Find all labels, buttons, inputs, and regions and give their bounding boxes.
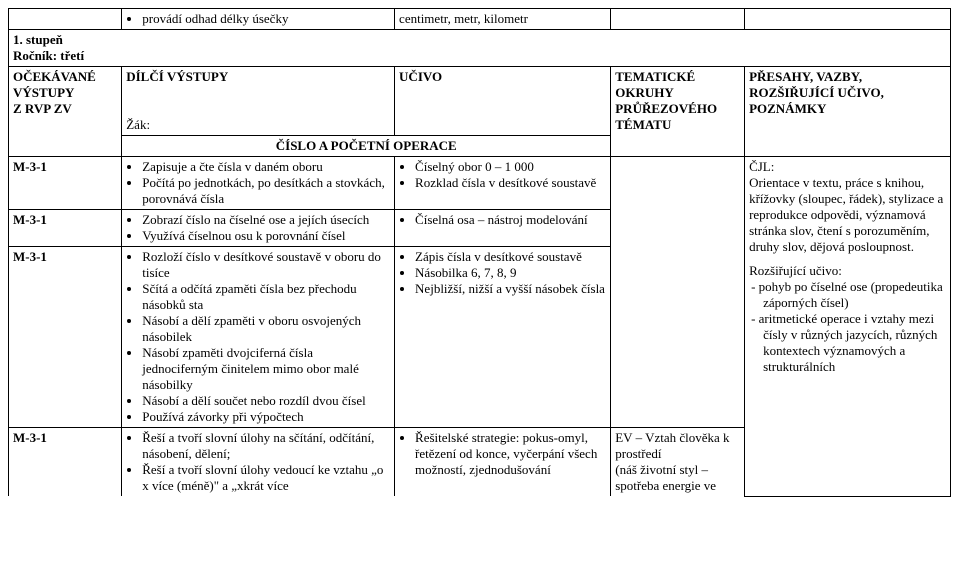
d2-4: Násobí a dělí součet nebo rozdíl dvou čí…: [142, 393, 390, 409]
intro-row: 1. stupeň Ročník: třetí: [9, 30, 951, 67]
d1-0: Zobrazí číslo na číselné ose a jejích ús…: [142, 212, 390, 228]
curriculum-table: provádí odhad délky úsečky centimetr, me…: [8, 8, 951, 497]
code-1: M-3-1: [9, 210, 122, 247]
t3-0: EV – Vztah člověka k prostředí: [615, 430, 729, 461]
top-row: provádí odhad délky úsečky centimetr, me…: [9, 9, 951, 30]
dilci-1: Zobrazí číslo na číselné ose a jejích ús…: [122, 210, 395, 247]
dilci-3: Řeší a tvoří slovní úlohy na sčítání, od…: [122, 428, 395, 497]
sh4: [745, 136, 951, 157]
hdr4c: POZNÁMKY: [749, 101, 826, 116]
hdr-col3: TEMATICKÉ OKRUHY PRŮŘEZOVÉHO TÉMATU: [611, 67, 745, 136]
top-blank3: [611, 9, 745, 30]
hdr2a: UČIVO: [399, 69, 442, 84]
d2-2: Násobí a dělí zpaměti v oboru osvojených…: [142, 313, 390, 345]
u0-0: Číselný obor 0 – 1 000: [415, 159, 606, 175]
u3-0: Řešitelské strategie: pokus-omyl, řetěze…: [415, 430, 606, 478]
d0-1: Počítá po jednotkách, po desítkách a sto…: [142, 175, 390, 207]
hdr4b: ROZŠIŘUJÍCÍ UČIVO,: [749, 85, 884, 100]
hdr-col4: PŘESAHY, VAZBY, ROZŠIŘUJÍCÍ UČIVO, POZNÁ…: [745, 67, 951, 136]
ucivo-2: Zápis čísla v desítkové soustavě Násobil…: [395, 247, 611, 428]
hdr1a: DÍLČÍ VÝSTUPY: [126, 69, 228, 84]
d0-0: Zapisuje a čte čísla v daném oboru: [142, 159, 390, 175]
section-header-row: ČÍSLO A POČETNÍ OPERACE: [9, 136, 951, 157]
code-2: M-3-1: [9, 247, 122, 428]
hdr0a: OČEKÁVANÉ: [13, 69, 96, 84]
sh0: [9, 136, 122, 157]
roz0: pohyb po číselné ose (propedeutika zápor…: [763, 279, 946, 311]
d3-1: Řeší a tvoří slovní úlohy vedoucí ke vzt…: [142, 462, 390, 494]
intro-cell: 1. stupeň Ročník: třetí: [9, 30, 951, 67]
top-bullet: provádí odhad délky úsečky: [142, 11, 390, 27]
d2-3: Násobí zpaměti dvojciferná čísla jednoci…: [142, 345, 390, 393]
hdr0c: Z RVP ZV: [13, 101, 72, 116]
u1-0: Číselná osa – nástroj modelování: [415, 212, 606, 228]
u2-0: Zápis čísla v desítkové soustavě: [415, 249, 606, 265]
cjl-label: ČJL:: [749, 159, 774, 174]
hdr4a: PŘESAHY, VAZBY,: [749, 69, 862, 84]
u2-1: Násobilka 6, 7, 8, 9: [415, 265, 606, 281]
sh3: [611, 136, 745, 157]
hdr0b: VÝSTUPY: [13, 85, 74, 100]
u2-2: Nejbližší, nižší a vyšší násobek čísla: [415, 281, 606, 297]
roz-label: Rozšiřující učivo:: [749, 263, 842, 278]
hdr3c: PRŮŘEZOVÉHO: [615, 101, 717, 116]
ucivo-0: Číselný obor 0 – 1 000 Rozklad čísla v d…: [395, 157, 611, 210]
hdr3b: OKRUHY: [615, 85, 674, 100]
top-measure: centimetr, metr, kilometr: [395, 9, 611, 30]
section-header: ČÍSLO A POČETNÍ OPERACE: [122, 136, 611, 157]
hdr3d: TÉMATU: [615, 117, 671, 132]
u0-1: Rozklad čísla v desítkové soustavě: [415, 175, 606, 191]
tema-3: EV – Vztah člověka k prostředí (náš živo…: [611, 428, 745, 497]
hdr3a: TEMATICKÉ: [615, 69, 695, 84]
header-row: OČEKÁVANÉ VÝSTUPY Z RVP ZV DÍLČÍ VÝSTUPY…: [9, 67, 951, 136]
intro-line2: Ročník: třetí: [13, 48, 84, 63]
dilci-2: Rozloží číslo v desítkové soustavě v obo…: [122, 247, 395, 428]
body-row-0: M-3-1 Zapisuje a čte čísla v daném oboru…: [9, 157, 951, 210]
right-merged: ČJL: Orientace v textu, práce s knihou, …: [745, 157, 951, 497]
code-0: M-3-1: [9, 157, 122, 210]
code-3: M-3-1: [9, 428, 122, 497]
ucivo-1: Číselná osa – nástroj modelování: [395, 210, 611, 247]
tema-merged: [611, 157, 745, 428]
hdr-col2: UČIVO: [395, 67, 611, 136]
d2-1: Sčítá a odčítá zpaměti čísla bez přechod…: [142, 281, 390, 313]
ucivo-3: Řešitelské strategie: pokus-omyl, řetěze…: [395, 428, 611, 497]
d2-0: Rozloží číslo v desítkové soustavě v obo…: [142, 249, 390, 281]
intro-line1: 1. stupeň: [13, 32, 63, 47]
top-bullet-cell: provádí odhad délky úsečky: [122, 9, 395, 30]
d1-1: Využívá číselnou osu k porovnání čísel: [142, 228, 390, 244]
top-blank: [9, 9, 122, 30]
cjl-text: Orientace v textu, práce s knihou, křížo…: [749, 175, 943, 254]
hdr1b: Žák:: [126, 117, 150, 132]
roz1: aritmetické operace i vztahy mezi čísly …: [763, 311, 946, 375]
hdr-col1: DÍLČÍ VÝSTUPY Žák:: [122, 67, 395, 136]
d2-5: Používá závorky při výpočtech: [142, 409, 390, 425]
t3-1: (náš životní styl – spotřeba energie ve: [615, 462, 716, 493]
dilci-0: Zapisuje a čte čísla v daném oboru Počít…: [122, 157, 395, 210]
hdr-col0: OČEKÁVANÉ VÝSTUPY Z RVP ZV: [9, 67, 122, 136]
top-blank4: [745, 9, 951, 30]
d3-0: Řeší a tvoří slovní úlohy na sčítání, od…: [142, 430, 390, 462]
